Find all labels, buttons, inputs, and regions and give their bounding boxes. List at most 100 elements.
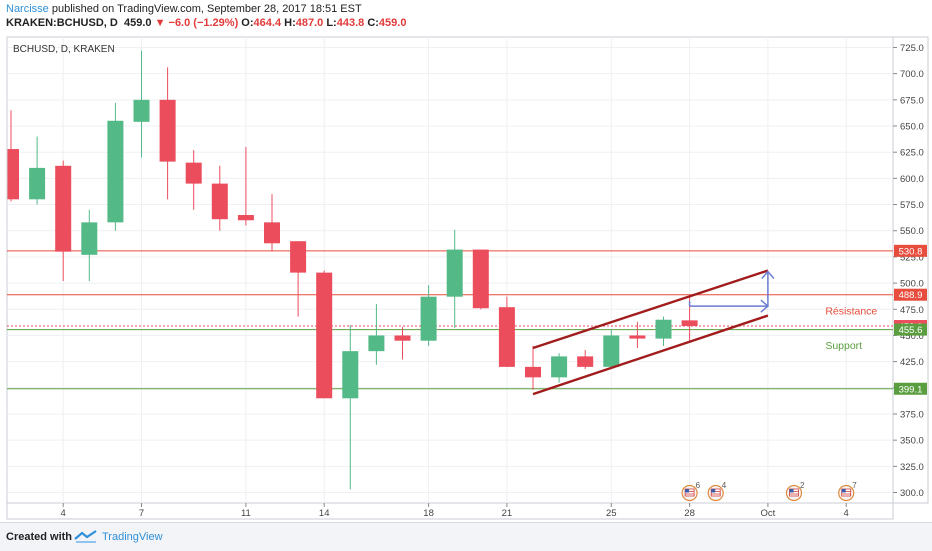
y-tick-label: 375.0 xyxy=(900,409,924,420)
candle-body xyxy=(107,120,124,223)
candle-body xyxy=(525,366,541,378)
y-tick-label: 625.0 xyxy=(900,148,924,159)
candle-body xyxy=(603,335,620,367)
price-change: −6.0 (−1.29%) xyxy=(168,17,239,29)
x-tick-label: 25 xyxy=(606,508,617,519)
flag-icon-canton xyxy=(789,489,794,493)
drawings xyxy=(532,269,775,396)
footer: Created with TradingView xyxy=(0,522,932,551)
candle-body xyxy=(629,335,646,339)
channel-lower-line xyxy=(532,314,769,396)
event-markers: 6 4 2 7 xyxy=(681,481,857,502)
gridlines xyxy=(7,37,893,503)
y-tick-label: 450.0 xyxy=(900,331,924,342)
x-tick-label: 11 xyxy=(241,508,251,519)
level-price-label: 399.1 xyxy=(899,384,923,395)
level-price-tag xyxy=(894,323,927,336)
created-with-text: Created with xyxy=(6,531,73,543)
event-marker: 4 xyxy=(707,481,727,502)
candle-body xyxy=(211,183,228,220)
event-marker: 6 xyxy=(681,481,701,502)
candle-body xyxy=(577,356,594,367)
x-tick-label: 14 xyxy=(319,508,330,519)
level-price-tag xyxy=(894,382,927,395)
y-tick-label: 550.0 xyxy=(900,226,924,237)
resistance-annotation: Résistance xyxy=(825,305,877,317)
candle-body xyxy=(394,335,411,341)
x-tick-label: 4 xyxy=(61,508,66,519)
symbol-info: KRAKEN:BCHUSD, D 459.0 ▼ −6.0 (−1.29%) O… xyxy=(6,17,406,29)
y-tick-label: 500.0 xyxy=(900,279,924,290)
close-value: 459.0 xyxy=(378,17,407,29)
open-label: O: xyxy=(241,17,254,29)
candle-body xyxy=(185,162,202,184)
chart-title: BCHUSD, D, KRAKEN xyxy=(13,44,115,55)
candle-body xyxy=(29,167,46,200)
level-price-label: 488.9 xyxy=(899,290,923,301)
event-count: 4 xyxy=(722,481,727,490)
change-arrow: ▼ xyxy=(154,17,166,29)
flag-icon-canton xyxy=(685,489,690,493)
candle-body xyxy=(420,296,437,341)
high-value: 487.0 xyxy=(295,17,324,29)
candles xyxy=(7,50,698,490)
candle-body xyxy=(81,222,98,255)
x-tick-label: 28 xyxy=(684,508,695,519)
y-tick-label: 725.0 xyxy=(900,43,924,54)
event-count: 2 xyxy=(800,481,805,490)
time-axis-area[interactable] xyxy=(6,502,894,520)
x-tick-label: 21 xyxy=(502,508,513,519)
flag-icon-canton xyxy=(841,489,846,493)
last-price: 459.0 xyxy=(123,17,152,29)
candle-body xyxy=(498,307,515,367)
x-tick-label: 4 xyxy=(844,508,849,519)
candle-body xyxy=(290,241,307,273)
y-tick-label: 350.0 xyxy=(900,436,924,447)
close-label: C: xyxy=(367,17,379,29)
x-tick-label: Oct xyxy=(761,508,776,519)
candle-body xyxy=(264,222,280,244)
y-tick-label: 300.0 xyxy=(900,488,924,499)
x-tick-label: 7 xyxy=(139,508,144,519)
event-marker: 2 xyxy=(785,481,805,502)
annotations: Résistance Support xyxy=(825,305,877,352)
publish-info: Narcisse published on TradingView.com, S… xyxy=(6,3,362,15)
x-tick-label: 18 xyxy=(423,508,434,519)
level-price-tag xyxy=(894,244,927,257)
level-price-label: 530.8 xyxy=(899,246,923,257)
y-tick-label: 600.0 xyxy=(900,174,924,185)
candle-body xyxy=(159,99,176,162)
event-count: 7 xyxy=(852,481,857,490)
y-tick-label: 700.0 xyxy=(900,69,924,80)
channel-upper-line xyxy=(532,269,769,350)
candle-body xyxy=(681,320,698,327)
open-value: 464.4 xyxy=(253,17,282,29)
candle-body xyxy=(655,319,672,339)
tradingview-brand[interactable]: TradingView xyxy=(102,531,163,543)
event-count: 6 xyxy=(696,481,701,490)
support-annotation: Support xyxy=(825,340,862,352)
price-axis-area[interactable] xyxy=(892,36,929,504)
y-tick-label: 325.0 xyxy=(900,462,924,473)
low-label: L: xyxy=(326,17,337,29)
high-label: H: xyxy=(284,17,296,29)
level-price-tag xyxy=(894,288,927,301)
price-axis: 725.0 700.0 675.0 650.0 625.0 600.0 575.0 550.0… xyxy=(893,43,927,499)
candle-body xyxy=(237,215,254,221)
candle-body xyxy=(472,249,489,309)
symbol: KRAKEN:BCHUSD, D xyxy=(6,17,118,29)
level-price-label: 455.6 xyxy=(899,325,923,336)
candle-body xyxy=(7,149,19,200)
chart-header: Narcisse published on TradingView.com, S… xyxy=(0,0,932,34)
author-link[interactable]: Narcisse xyxy=(6,3,49,15)
projection-arrowhead-up xyxy=(761,270,775,280)
candle-body xyxy=(368,335,385,352)
event-marker: 7 xyxy=(838,481,857,502)
y-tick-label: 475.0 xyxy=(900,305,924,316)
tradingview-logo-icon[interactable] xyxy=(74,529,98,543)
flag-icon-canton xyxy=(711,489,716,493)
low-value: 443.8 xyxy=(336,17,365,29)
y-tick-label: 675.0 xyxy=(900,95,924,106)
y-tick-label: 650.0 xyxy=(900,122,924,133)
